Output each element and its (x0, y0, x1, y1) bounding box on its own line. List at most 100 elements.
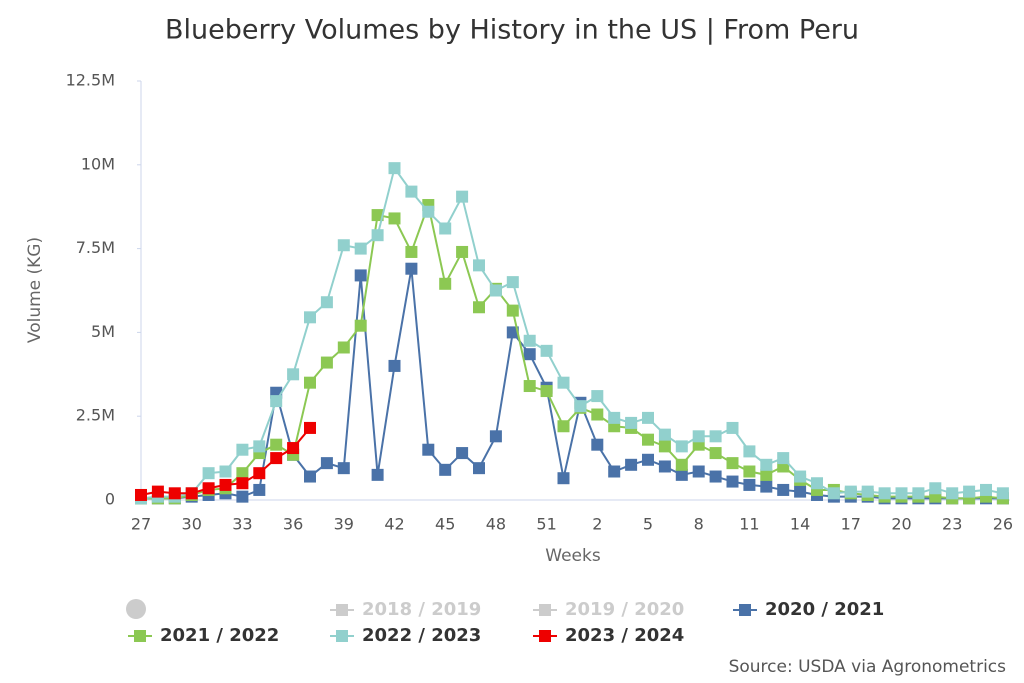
x-tick-label: 26 (993, 515, 1013, 534)
data-point (456, 190, 469, 203)
x-tick-label: 33 (232, 515, 252, 534)
source-note: Source: USDA via Agronometrics (729, 657, 1007, 677)
data-point (405, 262, 418, 275)
data-point (287, 442, 300, 455)
data-point (895, 487, 908, 500)
data-point (625, 458, 638, 471)
x-tick-label: 39 (334, 515, 354, 534)
legend-marker[interactable] (134, 630, 146, 642)
data-point (743, 445, 756, 458)
x-tick-label: 51 (536, 515, 556, 534)
data-point (304, 376, 316, 389)
data-point (287, 368, 300, 381)
data-point (405, 185, 418, 198)
data-point (929, 482, 942, 495)
data-point (489, 284, 502, 297)
data-point (506, 304, 519, 317)
legend-marker[interactable] (539, 604, 551, 616)
data-point (253, 447, 266, 460)
data-point (439, 277, 452, 290)
data-point (760, 458, 773, 471)
data-point (794, 470, 807, 483)
x-tick-label: 23 (942, 515, 962, 534)
data-point (456, 447, 469, 460)
legend-marker[interactable] (539, 630, 551, 642)
x-tick-label: 30 (182, 515, 202, 534)
x-tick-label: 14 (790, 515, 810, 534)
legend-label[interactable]: 2023 / 2024 (565, 625, 684, 646)
data-point (219, 465, 232, 478)
data-point (557, 376, 570, 389)
data-point (473, 301, 485, 314)
data-point (946, 487, 959, 500)
data-point (794, 485, 807, 498)
y-axis-label: Volume (KG) (25, 237, 45, 343)
data-point (151, 485, 164, 498)
data-point (777, 452, 790, 465)
data-point (608, 465, 621, 478)
data-point (320, 296, 333, 309)
legend-marker[interactable] (336, 630, 348, 642)
data-point (675, 440, 688, 453)
data-point (304, 421, 316, 434)
data-point (591, 390, 604, 403)
data-point (743, 478, 756, 491)
data-point (473, 462, 485, 475)
data-point (135, 488, 147, 501)
data-point (827, 487, 840, 500)
data-point (236, 443, 249, 456)
data-point (726, 475, 739, 488)
legend-label[interactable]: 2018 / 2019 (362, 599, 481, 620)
data-point (642, 433, 654, 446)
data-point (439, 463, 452, 476)
data-point (878, 487, 891, 500)
legend-label[interactable]: 2020 / 2021 (765, 599, 884, 620)
x-tick-label: 11 (739, 515, 759, 534)
data-point (168, 487, 181, 500)
data-point (388, 162, 401, 175)
legend-label[interactable]: 2022 / 2023 (362, 625, 481, 646)
chart-title: Blueberry Volumes by History in the US |… (165, 15, 859, 46)
y-tick-label: 7.5M (76, 238, 115, 257)
data-point (557, 472, 570, 485)
legend-marker[interactable] (739, 604, 751, 616)
data-point (658, 440, 671, 453)
data-point (320, 457, 333, 470)
data-point (574, 400, 587, 413)
data-point (270, 452, 283, 465)
legend-toggle[interactable] (126, 599, 146, 619)
data-point (185, 487, 198, 500)
data-point (304, 470, 316, 483)
x-axis-label: Weeks (545, 546, 601, 566)
data-point (692, 430, 705, 443)
data-point (523, 334, 536, 347)
data-point (540, 385, 553, 398)
data-point (337, 239, 350, 252)
data-point (489, 430, 502, 443)
data-point (405, 245, 418, 258)
x-tick-label: 20 (891, 515, 911, 534)
x-tick-label: 45 (435, 515, 455, 534)
legend-marker[interactable] (336, 604, 348, 616)
data-point (675, 468, 688, 481)
data-point (371, 468, 384, 481)
data-point (591, 438, 604, 451)
data-point (760, 468, 773, 481)
legend-label[interactable]: 2021 / 2022 (160, 625, 279, 646)
data-point (726, 457, 739, 470)
data-point (422, 205, 435, 218)
y-tick-label: 0 (105, 490, 115, 509)
data-point (506, 276, 519, 289)
legend-label[interactable]: 2019 / 2020 (565, 599, 684, 620)
data-point (371, 209, 384, 222)
data-point (642, 453, 654, 466)
data-point (354, 242, 367, 255)
series-line (141, 201, 1003, 500)
data-point (473, 259, 485, 272)
x-tick-label: 17 (841, 515, 861, 534)
x-tick-label: 27 (131, 515, 151, 534)
data-point (337, 341, 350, 354)
data-point (304, 311, 316, 324)
data-point (388, 212, 401, 225)
x-tick-label: 48 (486, 515, 506, 534)
